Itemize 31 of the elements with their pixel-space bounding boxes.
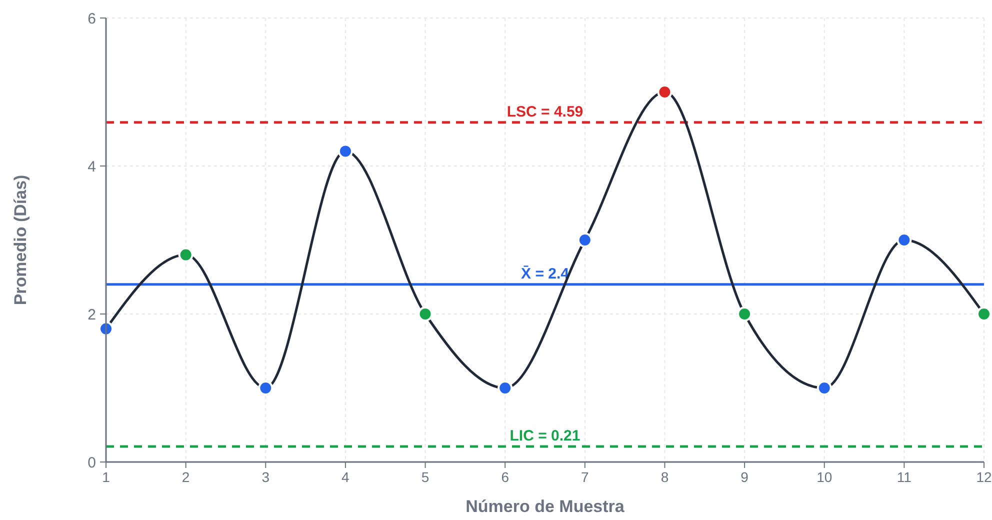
point — [338, 144, 353, 159]
point — [178, 247, 194, 262]
x-tick-label: 11 — [896, 469, 912, 485]
x-axis-title: Número de Muestra — [466, 497, 625, 516]
x-tick-label: 9 — [740, 469, 749, 485]
y-tick-label: 6 — [88, 10, 96, 28]
point — [976, 306, 992, 322]
point — [498, 380, 513, 396]
y-tick-label: 4 — [88, 158, 96, 176]
x-tick-label: 8 — [660, 469, 669, 485]
x-tick-label: 2 — [182, 469, 190, 485]
x-tick-label: 4 — [342, 469, 350, 485]
point — [418, 306, 433, 322]
y-axis-title: Promedio (Días) — [11, 174, 30, 306]
y-tick-label: 0 — [88, 454, 96, 472]
x-tick-label: 7 — [581, 469, 590, 485]
point — [577, 232, 592, 248]
x-tick-label: 10 — [816, 469, 832, 485]
point — [816, 380, 832, 396]
ref-line-label: LSC = 4.59 — [506, 103, 584, 120]
ref-line-label: LIC = 0.21 — [510, 427, 580, 444]
x-tick-label: 3 — [262, 469, 270, 485]
point — [657, 84, 672, 100]
y-tick-label: 2 — [88, 306, 96, 324]
point — [258, 380, 274, 396]
x-tick-label: 5 — [421, 469, 430, 485]
point — [737, 306, 752, 322]
point — [896, 232, 912, 248]
x-tick-label: 12 — [976, 469, 992, 485]
x-tick-label: 1 — [102, 469, 110, 485]
x-tick-label: 6 — [501, 469, 510, 485]
